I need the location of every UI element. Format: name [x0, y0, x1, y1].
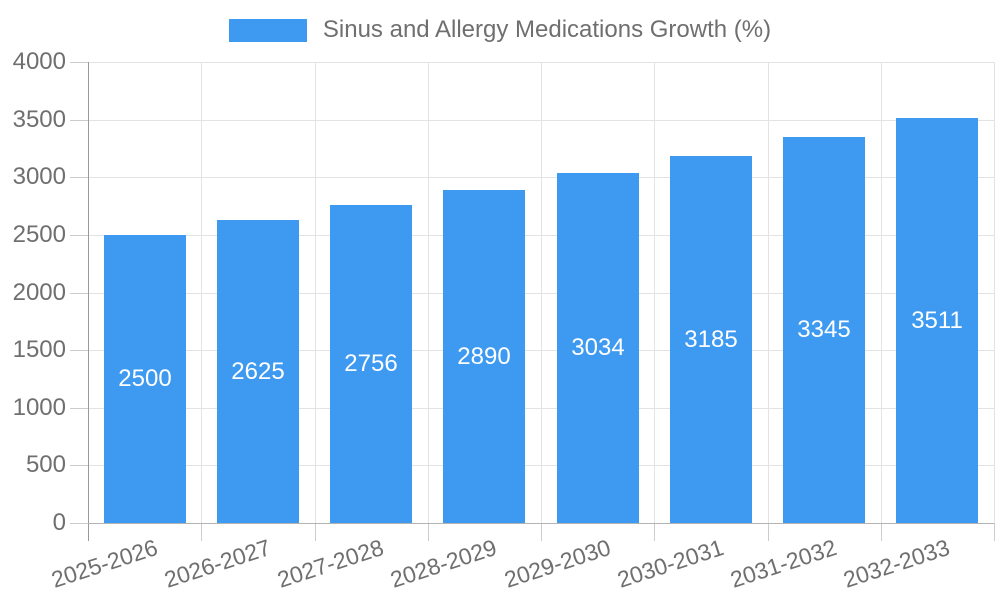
- grid-line-vertical: [428, 62, 429, 523]
- y-axis-tick-mark: [70, 62, 88, 63]
- grid-line-vertical: [881, 62, 882, 523]
- bar: 3185: [670, 156, 752, 523]
- x-axis-tick-mark: [994, 523, 995, 541]
- x-axis-tick-mark: [654, 523, 655, 541]
- y-axis-tick-mark: [70, 293, 88, 294]
- y-axis-tick-mark: [70, 350, 88, 351]
- bar-value-label: 2756: [344, 350, 398, 377]
- x-axis-tick-mark: [201, 523, 202, 541]
- bar: 3511: [896, 118, 978, 523]
- y-tick-label: 2500: [12, 221, 66, 248]
- grid-line-vertical: [768, 62, 769, 523]
- grid-line-vertical: [315, 62, 316, 523]
- y-axis-tick-mark: [70, 235, 88, 236]
- x-axis-line: [88, 523, 994, 524]
- bar: 2890: [443, 190, 525, 523]
- y-axis-tick-mark: [70, 120, 88, 121]
- bar-value-label: 2890: [457, 342, 511, 370]
- bar: 3345: [783, 137, 865, 523]
- grid-line-vertical: [654, 62, 655, 523]
- x-axis-tick-mark: [881, 523, 882, 541]
- x-tick-label: 2026-2027: [161, 534, 274, 593]
- y-axis-line: [88, 62, 89, 523]
- x-tick-label: 2031-2032: [727, 534, 840, 593]
- x-axis-tick-mark: [428, 523, 429, 541]
- grid-line-vertical: [541, 62, 542, 523]
- y-tick-label: 3500: [12, 106, 66, 133]
- legend-swatch: [228, 18, 307, 42]
- bar-value-label: 3345: [797, 316, 851, 343]
- y-tick-label: 500: [25, 451, 66, 478]
- x-tick-label: 2028-2029: [387, 534, 500, 593]
- y-axis-tick-mark: [70, 523, 88, 524]
- x-axis-tick-mark: [768, 523, 769, 541]
- x-tick-label: 2027-2028: [274, 534, 387, 593]
- y-tick-label: 1500: [12, 336, 66, 363]
- y-tick-label: 1000: [12, 394, 66, 421]
- y-tick-label: 3000: [12, 163, 66, 190]
- y-axis-tick-mark: [70, 408, 88, 409]
- y-tick-label: 0: [52, 509, 66, 536]
- x-tick-label: 2032-2033: [840, 534, 953, 593]
- x-tick-label: 2030-2031: [614, 534, 727, 593]
- y-tick-label: 4000: [12, 48, 66, 75]
- grid-line-vertical: [201, 62, 202, 523]
- x-axis-tick-mark: [541, 523, 542, 541]
- bar-value-label: 2500: [118, 365, 172, 392]
- bar: 2625: [217, 220, 299, 523]
- y-tick-label: 2000: [12, 279, 66, 306]
- bar-value-label: 3034: [571, 334, 625, 361]
- bar: 2756: [330, 205, 412, 523]
- x-tick-label: 2025-2026: [48, 534, 161, 593]
- x-axis-tick-mark: [315, 523, 316, 541]
- bar: 2500: [104, 235, 186, 523]
- y-axis-tick-mark: [70, 465, 88, 466]
- x-axis-tick-mark: [88, 523, 89, 541]
- y-axis-tick-mark: [70, 177, 88, 178]
- x-tick-label: 2029-2030: [501, 534, 614, 593]
- legend: Sinus and Allergy Medications Growth (%): [0, 16, 1000, 44]
- chart-title: Sinus and Allergy Medications Growth (%): [322, 16, 772, 43]
- bar-value-label: 2625: [231, 357, 285, 385]
- bar-value-label: 3185: [684, 325, 738, 353]
- grid-line-vertical: [994, 62, 995, 523]
- bar-value-label: 3511: [911, 306, 963, 334]
- bar: 3034: [557, 173, 639, 523]
